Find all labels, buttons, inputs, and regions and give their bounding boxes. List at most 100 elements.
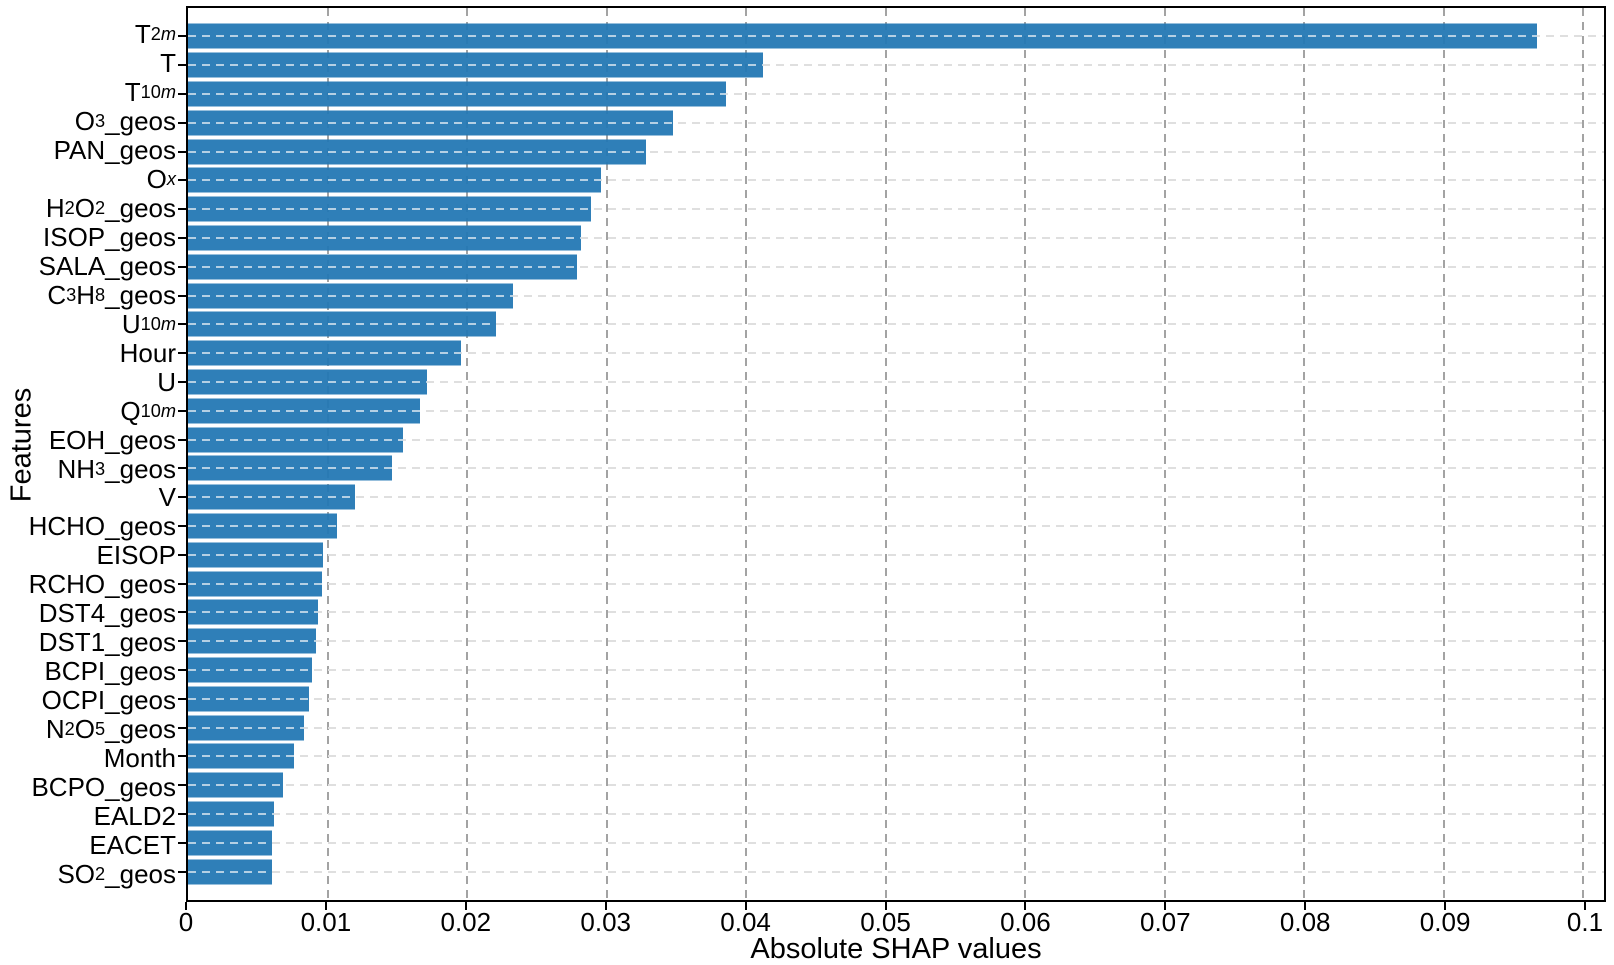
y-tick-label: EISOP bbox=[96, 540, 176, 571]
horizontal-gridline-overlay bbox=[188, 755, 1604, 758]
y-tick-label: PAN_geos bbox=[53, 135, 176, 166]
y-tick-mark bbox=[178, 553, 186, 556]
y-tick-label: V bbox=[158, 482, 176, 513]
y-tick-mark bbox=[178, 812, 186, 815]
y-tick-mark bbox=[178, 726, 186, 729]
y-tick-mark bbox=[178, 841, 186, 844]
horizontal-gridline-overlay bbox=[188, 553, 1604, 556]
horizontal-gridline-overlay bbox=[188, 409, 1604, 412]
bar-row bbox=[178, 771, 1604, 800]
x-tick-mark bbox=[604, 902, 607, 910]
x-tick-mark bbox=[1304, 902, 1307, 910]
y-tick-mark bbox=[178, 611, 186, 614]
x-tick-label: 0.02 bbox=[440, 907, 492, 937]
y-tick-label: O 3 _geos bbox=[74, 106, 176, 137]
y-tick-label: EACET bbox=[89, 829, 176, 860]
x-tick-label: 0.03 bbox=[580, 907, 632, 937]
horizontal-gridline-overlay bbox=[188, 380, 1604, 383]
horizontal-gridline-overlay bbox=[188, 496, 1604, 499]
bar-row bbox=[178, 598, 1604, 627]
y-tick-label: N 2 O 5 _geos bbox=[45, 713, 176, 744]
horizontal-gridline-overlay bbox=[188, 352, 1604, 355]
y-tick-mark bbox=[178, 323, 186, 326]
horizontal-gridline-overlay bbox=[188, 121, 1604, 124]
bar-row bbox=[178, 742, 1604, 771]
bar-row bbox=[178, 512, 1604, 541]
y-tick-label: SALA_geos bbox=[38, 250, 176, 281]
vertical-gridline bbox=[466, 8, 468, 900]
y-tick-mark bbox=[178, 294, 186, 297]
horizontal-gridline-overlay bbox=[188, 524, 1604, 527]
bar-row bbox=[178, 454, 1604, 483]
vertical-gridline bbox=[605, 8, 608, 900]
y-tick-label: DST4_geos bbox=[38, 598, 176, 629]
vertical-gridline bbox=[745, 8, 748, 900]
horizontal-gridline-overlay bbox=[188, 841, 1604, 844]
horizontal-gridline-overlay bbox=[188, 92, 1604, 95]
y-tick-mark bbox=[178, 467, 186, 470]
y-tick-label: T bbox=[160, 48, 176, 79]
y-tick-mark bbox=[178, 150, 186, 153]
horizontal-gridline-overlay bbox=[188, 668, 1604, 671]
bar-row bbox=[178, 224, 1604, 253]
y-tick-label: H 2 O 2 _geos bbox=[45, 193, 176, 224]
bar-row bbox=[178, 339, 1604, 368]
y-tick-mark bbox=[178, 35, 186, 38]
y-tick-mark bbox=[178, 697, 186, 700]
horizontal-gridline-overlay bbox=[188, 870, 1604, 873]
bar-row bbox=[178, 22, 1604, 51]
x-tick-mark bbox=[1584, 902, 1586, 910]
y-tick-label: EALD2 bbox=[93, 800, 176, 831]
y-tick-label: ISOP_geos bbox=[43, 222, 176, 253]
vertical-gridline bbox=[1582, 8, 1585, 900]
vertical-gridline bbox=[1303, 8, 1306, 900]
y-tick-label: DST1_geos bbox=[38, 627, 176, 658]
horizontal-gridline-overlay bbox=[188, 784, 1604, 787]
bar-row bbox=[178, 483, 1604, 512]
horizontal-gridline-overlay bbox=[188, 438, 1604, 441]
horizontal-gridline-overlay bbox=[188, 467, 1604, 470]
x-tick-mark bbox=[324, 902, 327, 910]
bar-row bbox=[178, 857, 1604, 886]
y-tick-label: NH 3 _geos bbox=[57, 453, 176, 484]
horizontal-gridline-overlay bbox=[188, 208, 1604, 211]
y-tick-label: U bbox=[157, 366, 176, 397]
x-tick-label: 0 bbox=[178, 907, 194, 937]
plot-area bbox=[178, 6, 1606, 902]
y-tick-label: BCPI_geos bbox=[44, 656, 176, 687]
horizontal-gridline-overlay bbox=[188, 294, 1604, 297]
y-tick-mark bbox=[178, 352, 186, 355]
y-tick-label: T 10m bbox=[124, 77, 176, 108]
y-tick-label: Month bbox=[103, 742, 176, 773]
y-tick-mark bbox=[178, 582, 186, 585]
y-tick-mark bbox=[178, 208, 186, 211]
y-tick-mark bbox=[178, 784, 186, 787]
y-tick-mark bbox=[178, 380, 186, 383]
bar-row bbox=[178, 540, 1604, 569]
bar-row bbox=[178, 569, 1604, 598]
x-tick-mark bbox=[884, 902, 887, 910]
bar-row bbox=[178, 310, 1604, 339]
y-tick-mark bbox=[178, 755, 186, 758]
horizontal-gridline-overlay bbox=[188, 697, 1604, 700]
horizontal-gridline-overlay bbox=[188, 179, 1604, 182]
bar-row bbox=[178, 684, 1604, 713]
bar-row bbox=[178, 656, 1604, 685]
horizontal-gridline-overlay bbox=[188, 35, 1604, 38]
x-tick-mark bbox=[1024, 902, 1027, 910]
vertical-gridline bbox=[1024, 8, 1027, 900]
bar-rows bbox=[178, 8, 1604, 900]
x-tick-label: 0.01 bbox=[300, 907, 352, 937]
y-tick-mark bbox=[178, 496, 186, 499]
bar-row bbox=[178, 368, 1604, 397]
bar-row bbox=[178, 713, 1604, 742]
bar-row bbox=[178, 51, 1604, 80]
y-tick-mark bbox=[178, 438, 186, 441]
y-tick-label: C 3 H 8 _geos bbox=[47, 279, 176, 310]
y-tick-label: U 10m bbox=[121, 308, 176, 339]
bar-row bbox=[178, 800, 1604, 829]
y-tick-mark bbox=[178, 179, 186, 182]
y-tick-mark bbox=[178, 668, 186, 671]
y-tick-label: Hour bbox=[119, 337, 176, 368]
vertical-gridline bbox=[884, 8, 887, 900]
